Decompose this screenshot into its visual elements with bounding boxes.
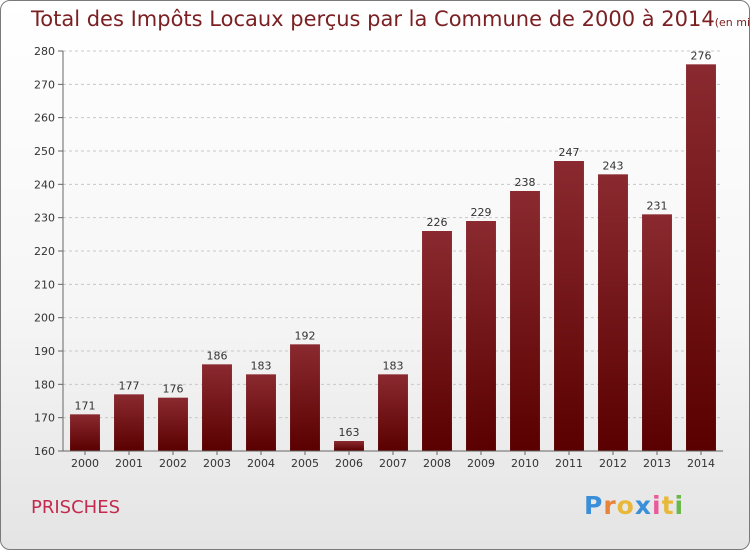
x-tick-label: 2008 bbox=[423, 457, 451, 470]
bar-value-label: 192 bbox=[295, 329, 316, 342]
logo-letter: P bbox=[584, 491, 604, 520]
y-tick-label: 260 bbox=[34, 112, 55, 125]
bar bbox=[334, 441, 364, 451]
y-tick-label: 250 bbox=[34, 145, 55, 158]
bar bbox=[158, 397, 188, 451]
logo-letter: i bbox=[652, 491, 662, 520]
bar-value-label: 231 bbox=[647, 199, 668, 212]
bar-value-label: 163 bbox=[339, 426, 360, 439]
bar bbox=[598, 174, 628, 452]
x-tick-label: 2009 bbox=[467, 457, 495, 470]
y-tick-label: 210 bbox=[34, 278, 55, 291]
x-tick-label: 2011 bbox=[555, 457, 583, 470]
logo-letter: o bbox=[616, 491, 635, 520]
logo-letter: i bbox=[674, 491, 685, 520]
x-tick-label: 2007 bbox=[379, 457, 407, 470]
x-tick-label: 2004 bbox=[247, 457, 275, 470]
y-tick-label: 240 bbox=[34, 178, 55, 191]
y-tick-label: 170 bbox=[34, 412, 55, 425]
logo-letter: x bbox=[634, 491, 652, 520]
bar bbox=[686, 64, 716, 452]
bar bbox=[422, 231, 452, 451]
bar bbox=[202, 364, 232, 451]
bar bbox=[70, 414, 100, 451]
logo-letter: t bbox=[661, 491, 675, 520]
bar-value-label: 238 bbox=[515, 176, 536, 189]
bar-value-label: 176 bbox=[163, 383, 184, 396]
y-tick-label: 280 bbox=[34, 45, 55, 58]
x-tick-label: 2003 bbox=[203, 457, 231, 470]
proxiti-logo[interactable]: Proxiti bbox=[584, 491, 684, 520]
y-tick-label: 160 bbox=[34, 445, 55, 458]
bar-value-label: 177 bbox=[119, 379, 140, 392]
bar bbox=[246, 374, 276, 451]
bar bbox=[466, 221, 496, 451]
chart-title: Total des Impôts Locaux perçus par la Co… bbox=[31, 7, 750, 31]
bar-value-label: 229 bbox=[471, 206, 492, 219]
logo-letter: r bbox=[603, 491, 617, 520]
x-tick-label: 2010 bbox=[511, 457, 539, 470]
bar bbox=[378, 374, 408, 451]
bar-value-label: 243 bbox=[603, 159, 624, 172]
bar-value-label: 247 bbox=[559, 146, 580, 159]
y-tick-label: 200 bbox=[34, 312, 55, 325]
bar bbox=[642, 214, 672, 451]
bar bbox=[510, 191, 540, 451]
bar-value-label: 171 bbox=[75, 399, 96, 412]
bar bbox=[114, 394, 144, 451]
y-tick-label: 230 bbox=[34, 212, 55, 225]
y-tick-label: 220 bbox=[34, 245, 55, 258]
bar bbox=[554, 161, 584, 451]
x-tick-label: 2001 bbox=[115, 457, 143, 470]
y-tick-label: 270 bbox=[34, 78, 55, 91]
bar-value-label: 183 bbox=[383, 359, 404, 372]
bar-value-label: 183 bbox=[251, 359, 272, 372]
bar-value-label: 226 bbox=[427, 216, 448, 229]
y-tick-label: 190 bbox=[34, 345, 55, 358]
bar-value-label: 276 bbox=[691, 49, 712, 62]
commune-name: PRISCHES bbox=[31, 497, 120, 518]
x-tick-label: 2013 bbox=[643, 457, 671, 470]
chart-title-text: Total des Impôts Locaux perçus par la Co… bbox=[31, 7, 715, 31]
x-tick-label: 2014 bbox=[687, 457, 715, 470]
bar-value-label: 186 bbox=[207, 349, 228, 362]
chart-unit-text: (en milliers d'€) bbox=[714, 16, 750, 29]
x-tick-label: 2012 bbox=[599, 457, 627, 470]
y-tick-label: 180 bbox=[34, 378, 55, 391]
bar bbox=[290, 344, 320, 451]
x-tick-label: 2002 bbox=[159, 457, 187, 470]
x-tick-label: 2005 bbox=[291, 457, 319, 470]
x-tick-label: 2000 bbox=[71, 457, 99, 470]
x-tick-label: 2006 bbox=[335, 457, 363, 470]
